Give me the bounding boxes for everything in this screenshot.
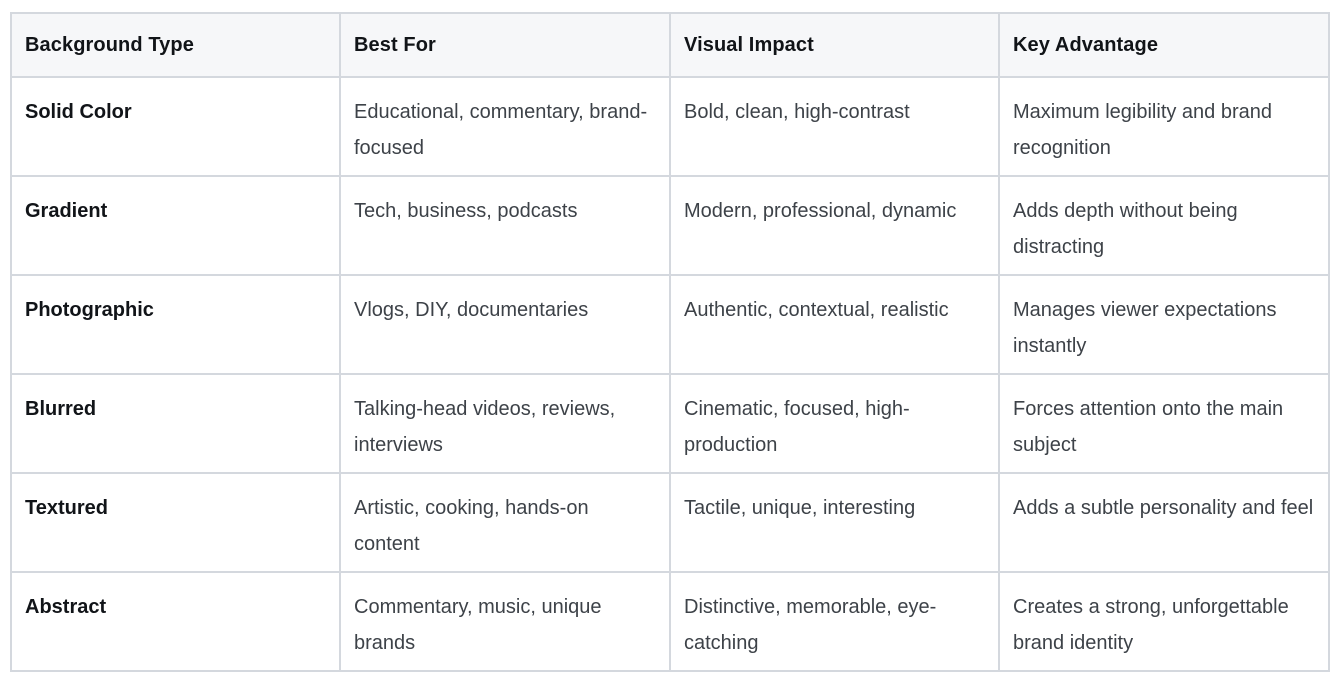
cell-background-type: Abstract bbox=[10, 571, 341, 672]
cell-best-for: Tech, business, podcasts bbox=[339, 175, 671, 276]
cell-best-for: Vlogs, DIY, documentaries bbox=[339, 274, 671, 375]
table-row: Gradient Tech, business, podcasts Modern… bbox=[10, 175, 1330, 276]
cell-visual-impact: Cinematic, focused, high-production bbox=[669, 373, 1000, 474]
cell-key-advantage: Maximum legibility and brand recognition bbox=[998, 76, 1330, 177]
cell-background-type: Blurred bbox=[10, 373, 341, 474]
background-type-table: Background Type Best For Visual Impact K… bbox=[10, 12, 1330, 672]
cell-key-advantage: Manages viewer expectations instantly bbox=[998, 274, 1330, 375]
table-body: Solid Color Educational, commentary, bra… bbox=[10, 76, 1330, 672]
cell-background-type: Textured bbox=[10, 472, 341, 573]
cell-background-type: Gradient bbox=[10, 175, 341, 276]
cell-visual-impact: Distinctive, memorable, eye-catching bbox=[669, 571, 1000, 672]
comparison-table-container: Background Type Best For Visual Impact K… bbox=[10, 12, 1330, 672]
cell-key-advantage: Creates a strong, unforgettable brand id… bbox=[998, 571, 1330, 672]
header-background-type: Background Type bbox=[10, 12, 341, 78]
table-header: Background Type Best For Visual Impact K… bbox=[10, 12, 1330, 78]
header-row: Background Type Best For Visual Impact K… bbox=[10, 12, 1330, 78]
cell-best-for: Artistic, cooking, hands-on content bbox=[339, 472, 671, 573]
table-row: Blurred Talking-head videos, reviews, in… bbox=[10, 373, 1330, 474]
cell-visual-impact: Modern, professional, dynamic bbox=[669, 175, 1000, 276]
cell-visual-impact: Bold, clean, high-contrast bbox=[669, 76, 1000, 177]
cell-visual-impact: Authentic, contextual, realistic bbox=[669, 274, 1000, 375]
header-best-for: Best For bbox=[339, 12, 671, 78]
cell-best-for: Educational, commentary, brand-focused bbox=[339, 76, 671, 177]
cell-background-type: Solid Color bbox=[10, 76, 341, 177]
header-key-advantage: Key Advantage bbox=[998, 12, 1330, 78]
cell-best-for: Talking-head videos, reviews, interviews bbox=[339, 373, 671, 474]
table-row: Photographic Vlogs, DIY, documentaries A… bbox=[10, 274, 1330, 375]
cell-visual-impact: Tactile, unique, interesting bbox=[669, 472, 1000, 573]
table-row: Solid Color Educational, commentary, bra… bbox=[10, 76, 1330, 177]
cell-key-advantage: Adds a subtle personality and feel bbox=[998, 472, 1330, 573]
cell-key-advantage: Adds depth without being distracting bbox=[998, 175, 1330, 276]
cell-key-advantage: Forces attention onto the main subject bbox=[998, 373, 1330, 474]
cell-background-type: Photographic bbox=[10, 274, 341, 375]
cell-best-for: Commentary, music, unique brands bbox=[339, 571, 671, 672]
header-visual-impact: Visual Impact bbox=[669, 12, 1000, 78]
table-row: Abstract Commentary, music, unique brand… bbox=[10, 571, 1330, 672]
table-row: Textured Artistic, cooking, hands-on con… bbox=[10, 472, 1330, 573]
